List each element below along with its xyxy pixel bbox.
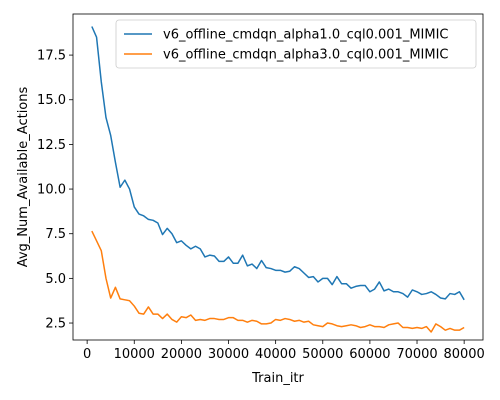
y-tick-label: 10.0 xyxy=(37,183,66,198)
x-tick-label: 60000 xyxy=(349,347,390,362)
x-tick-label: 30000 xyxy=(208,347,249,362)
legend-label-1: v6_offline_cmdqn_alpha1.0_cql0.001_MIMIC xyxy=(163,28,449,43)
x-tick-label: 50000 xyxy=(302,347,343,362)
x-tick-label: 40000 xyxy=(255,347,296,362)
x-axis-label: Train_itr xyxy=(251,371,304,386)
y-tick-label: 5.0 xyxy=(45,272,66,287)
legend: v6_offline_cmdqn_alpha1.0_cql0.001_MIMIC… xyxy=(115,19,477,69)
y-axis-ticks: 2.5 5.0 7.5 10.0 12.5 15.0 17.5 xyxy=(37,49,73,332)
legend-items: v6_offline_cmdqn_alpha1.0_cql0.001_MIMIC… xyxy=(124,28,449,63)
y-tick-label: 12.5 xyxy=(37,138,66,153)
legend-box xyxy=(115,19,477,69)
y-tick-label: 15.0 xyxy=(37,93,66,108)
plot-frame xyxy=(72,13,484,341)
x-tick-label: 20000 xyxy=(161,347,202,362)
series-layer xyxy=(91,26,465,333)
y-tick-label: 2.5 xyxy=(45,317,66,332)
series-line-2 xyxy=(91,230,465,333)
y-axis-label: Avg_Num_Available_Actions xyxy=(16,87,31,268)
x-tick-label: 80000 xyxy=(443,347,484,362)
x-tick-label: 70000 xyxy=(396,347,437,362)
x-tick-label: 0 xyxy=(83,347,91,362)
x-axis-ticks: 0 10000 20000 30000 40000 50000 60000 70000 8000… xyxy=(83,340,485,362)
x-tick-label: 10000 xyxy=(114,347,155,362)
series-line-1 xyxy=(91,26,465,301)
y-tick-label: 7.5 xyxy=(45,227,66,242)
y-tick-label: 17.5 xyxy=(37,49,66,64)
legend-label-2: v6_offline_cmdqn_alpha3.0_cql0.001_MIMIC xyxy=(163,48,449,63)
